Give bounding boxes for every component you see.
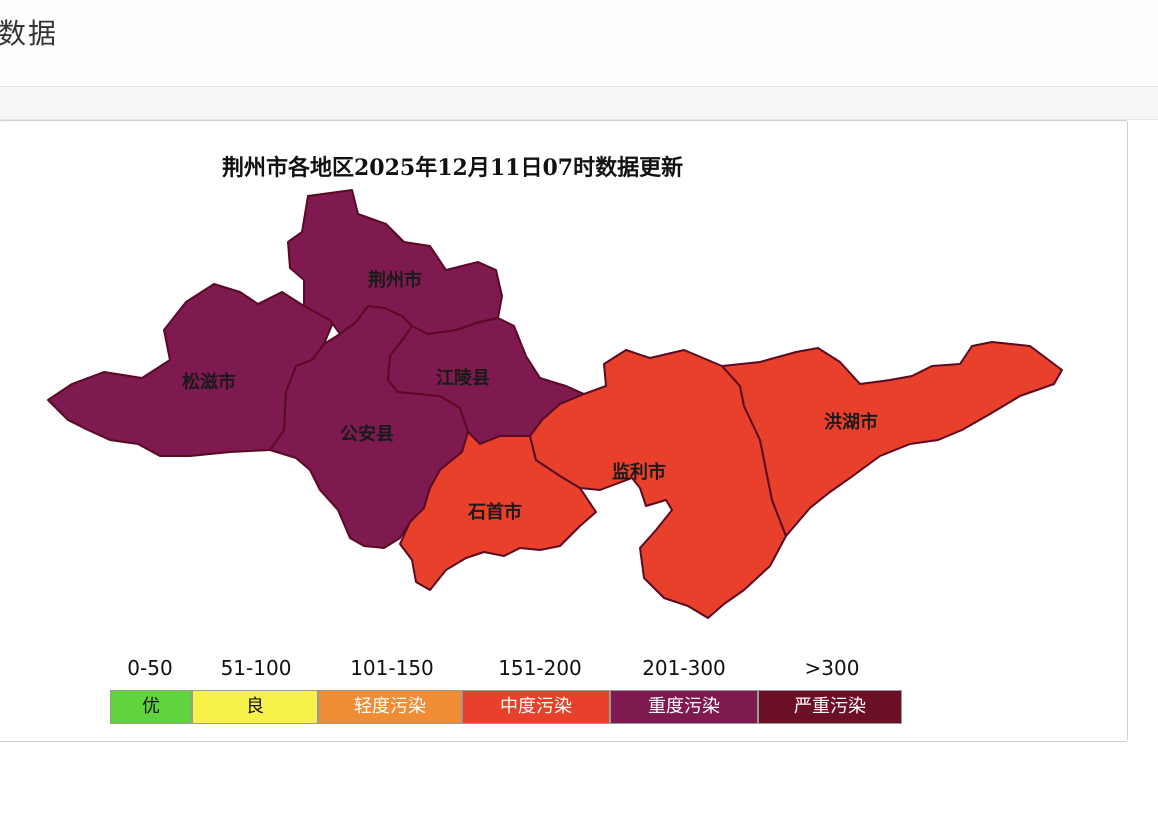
page-header: 数据 — [0, 0, 1158, 86]
region-honghu[interactable] — [721, 341, 1063, 537]
legend-box-severe-pollution: 严重污染 — [758, 690, 902, 724]
legend-box-moderate-pollution: 中度污染 — [462, 690, 610, 724]
region-label-jiangling: 江陵县 — [436, 367, 490, 389]
legend-box-good: 良 — [192, 690, 318, 724]
footer-bar — [0, 742, 1158, 814]
region-jianli[interactable] — [529, 349, 787, 619]
legend-range-3: 151-200 — [498, 656, 582, 680]
legend-range-4: 201-300 — [642, 656, 726, 680]
legend-box-heavy-pollution: 重度污染 — [610, 690, 758, 724]
region-label-gongan: 公安县 — [340, 423, 394, 445]
header-divider — [0, 86, 1158, 120]
region-label-jingzhou: 荆州市 — [368, 269, 422, 291]
legend-box-excellent: 优 — [110, 690, 192, 724]
legend-range-0: 0-50 — [127, 656, 173, 680]
legend-range-2: 101-150 — [350, 656, 434, 680]
region-label-shishou: 石首市 — [467, 501, 522, 523]
map-title: 荆州市各地区2025年12月11日07时数据更新 — [222, 155, 684, 181]
page-header-title: 数据 — [0, 17, 59, 50]
region-label-jianli: 监利市 — [612, 461, 666, 483]
legend-range-5: >300 — [804, 656, 860, 680]
legend-range-1: 51-100 — [220, 656, 292, 680]
region-label-honghu: 洪湖市 — [824, 411, 878, 433]
region-label-songzi: 松滋市 — [182, 371, 236, 393]
legend-box-light-pollution: 轻度污染 — [318, 690, 462, 724]
